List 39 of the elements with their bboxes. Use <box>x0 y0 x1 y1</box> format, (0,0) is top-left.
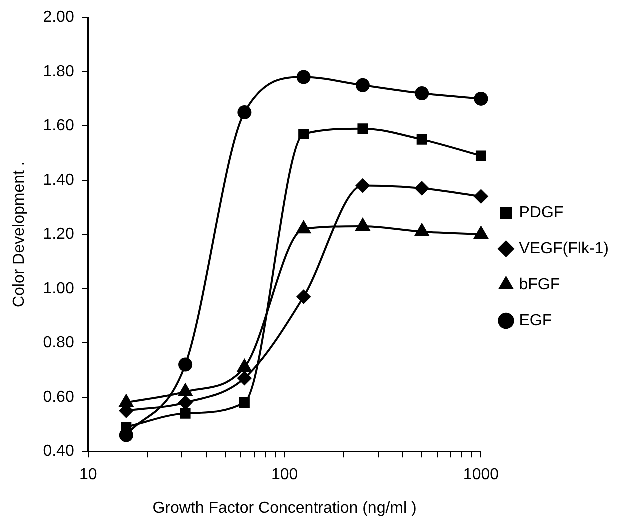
y-tick-label: 0.60 <box>43 388 74 406</box>
y-tick-label: 1.00 <box>43 280 74 298</box>
point <box>474 226 488 240</box>
point <box>415 86 430 101</box>
point <box>474 92 488 106</box>
point <box>178 396 193 410</box>
point <box>416 134 428 145</box>
point <box>121 422 132 432</box>
legend-label: EGF <box>519 312 552 330</box>
point <box>178 358 193 372</box>
y-tick-label: 0.80 <box>43 334 74 352</box>
y-tick-label: 1.20 <box>43 226 74 244</box>
point <box>298 128 310 140</box>
x-tick-label: 10 <box>79 466 98 484</box>
point <box>238 371 252 386</box>
point <box>356 78 370 92</box>
point <box>476 150 486 162</box>
point <box>180 408 191 419</box>
point <box>415 181 430 196</box>
point <box>238 360 252 372</box>
point <box>238 106 252 120</box>
point <box>239 398 250 408</box>
legend-label: VEGF(Flk-1) <box>519 240 610 258</box>
y-axis-title: Color Development . <box>11 162 28 308</box>
y-tick-label: 1.80 <box>43 63 74 80</box>
y-tick-label: 1.40 <box>43 172 74 189</box>
legend-label: PDGF <box>519 204 564 222</box>
point <box>474 190 488 204</box>
point <box>358 124 368 134</box>
y-tick-label: 1.60 <box>43 118 74 135</box>
x-tick-label: 100 <box>271 466 298 484</box>
y-tick-label: 0.40 <box>43 443 74 460</box>
x-axis-title: Growth Factor Concentration (ng/ml ) <box>152 500 417 517</box>
point <box>296 290 311 304</box>
y-tick-label: 2.00 <box>43 9 74 26</box>
legend-label: bFGF <box>519 276 560 294</box>
point <box>356 178 370 193</box>
x-tick-label: 1000 <box>463 466 500 484</box>
point <box>296 70 311 84</box>
